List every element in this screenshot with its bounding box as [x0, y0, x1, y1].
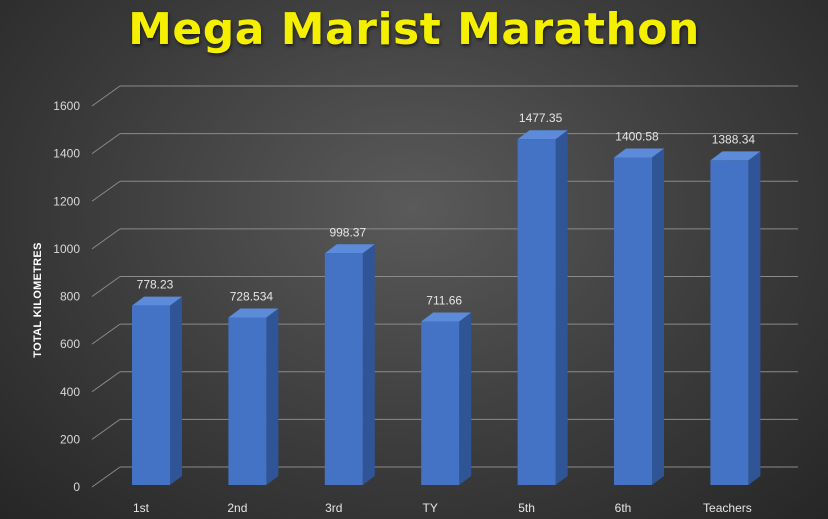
gridline-depth — [91, 323, 121, 345]
gridline-depth — [91, 371, 121, 393]
gridline-depth — [91, 85, 121, 107]
bar — [421, 321, 460, 485]
x-tick-label: 6th — [615, 501, 632, 515]
bar-side — [266, 308, 279, 485]
bar — [132, 305, 170, 485]
data-label: 1388.34 — [712, 132, 756, 146]
gridline-depth — [91, 466, 121, 488]
data-labels: 778.23 728.534 998.37 711.66 1477.35 1400.58 1… — [137, 111, 756, 307]
chart-title: Mega Marist Marathon — [128, 4, 700, 55]
bar-top — [132, 296, 182, 306]
data-label: 711.66 — [426, 294, 462, 308]
bars — [132, 130, 761, 486]
gridline-depth — [91, 418, 121, 440]
y-tick-label: 1600 — [53, 99, 80, 113]
x-tick-label: 1st — [133, 501, 150, 515]
gridline-depth — [91, 228, 121, 250]
y-tick-label: 1200 — [53, 194, 80, 208]
bar — [517, 139, 556, 485]
y-tick-label: 1000 — [53, 242, 80, 256]
bar-side — [652, 148, 664, 486]
bar-side — [362, 244, 375, 485]
bar-top — [324, 244, 375, 254]
bar — [324, 253, 363, 485]
y-tick-label: 600 — [60, 337, 80, 351]
bar-top — [228, 308, 279, 318]
gridline-depth — [91, 133, 121, 155]
data-label: 1400.58 — [615, 129, 659, 143]
gridline-depth — [91, 180, 121, 202]
bar — [710, 160, 749, 485]
data-label: 998.37 — [329, 225, 366, 239]
data-label: 728.534 — [230, 290, 274, 304]
x-axis-categories: 1st 2nd 3rd TY 5th 6th Teachers — [133, 501, 752, 515]
gridline-depth — [91, 276, 121, 297]
x-tick-label: 2nd — [227, 501, 247, 515]
bar-side — [555, 130, 568, 485]
bar-side — [748, 151, 761, 485]
bar-top — [614, 148, 664, 158]
bar-top — [710, 151, 761, 161]
y-tick-label: 0 — [73, 480, 80, 494]
x-tick-label: TY — [423, 501, 438, 515]
bar-side — [459, 312, 472, 485]
data-label: 778.23 — [137, 278, 174, 292]
x-tick-label: 5th — [518, 501, 535, 515]
data-label: 1477.35 — [519, 111, 563, 125]
bar-side — [170, 296, 182, 485]
y-tick-label: 800 — [60, 290, 80, 304]
y-axis-ticks: 0 200 400 600 800 1000 1200 1400 1600 — [53, 99, 80, 494]
y-tick-label: 1400 — [53, 147, 80, 161]
y-tick-label: 400 — [60, 385, 80, 399]
bar — [228, 317, 267, 485]
bar — [614, 157, 652, 486]
x-tick-label: 3rd — [325, 501, 342, 515]
x-tick-label: Teachers — [703, 501, 752, 515]
bar-top — [421, 312, 472, 322]
bar-top — [517, 130, 568, 140]
y-tick-label: 200 — [60, 432, 80, 446]
